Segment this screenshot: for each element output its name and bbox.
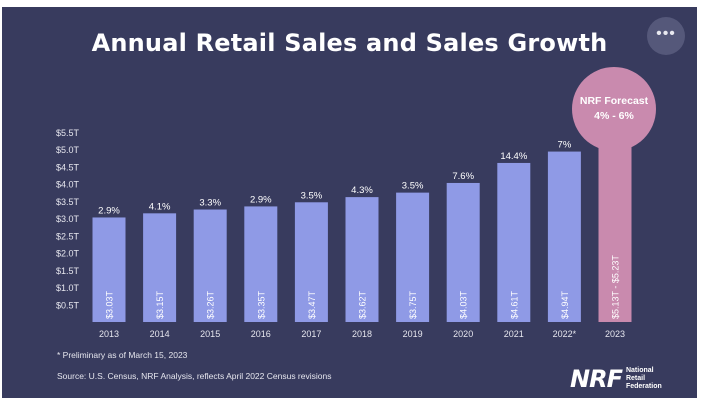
y-tick-label: $5.5T xyxy=(56,128,80,138)
bar xyxy=(143,213,177,322)
x-tick-label: 2015 xyxy=(200,329,220,339)
bar xyxy=(345,197,379,322)
growth-label: 4.3% xyxy=(351,185,373,196)
y-tick-label: $1.5T xyxy=(56,266,80,276)
y-tick-label: $1.0T xyxy=(56,283,80,293)
more-options-icon: ••• xyxy=(656,25,676,42)
x-tick-label: 2018 xyxy=(352,329,372,339)
growth-label: 2.9% xyxy=(98,205,120,216)
x-tick-label: 2021 xyxy=(504,329,524,339)
y-tick-label: $3.5T xyxy=(56,197,80,207)
bar-value-label: $3.26T xyxy=(206,290,216,319)
y-tick-label: $5.0T xyxy=(56,145,80,155)
logo-mark: NRF xyxy=(570,365,623,393)
bar-value-label: $3.03T xyxy=(105,290,115,319)
forecast-bubble: NRF Forecast 4% - 6% xyxy=(572,67,656,151)
bar xyxy=(396,192,430,322)
x-tick-label: 2020 xyxy=(453,329,473,339)
footnote: * Preliminary as of March 15, 2023 xyxy=(57,350,188,360)
bar xyxy=(294,202,328,322)
x-tick-label: 2023 xyxy=(605,329,625,339)
growth-label: 2.9% xyxy=(250,194,272,205)
growth-label: 3.5% xyxy=(301,190,323,201)
x-tick-label: 2019 xyxy=(403,329,423,339)
x-tick-label: 2022* xyxy=(553,329,577,339)
bar-value-label: $3.47T xyxy=(307,290,317,319)
y-tick-label: $4.0T xyxy=(56,180,80,190)
bar-value-label: $3.35T xyxy=(256,290,266,319)
bar xyxy=(598,143,632,322)
bar xyxy=(446,182,480,322)
forecast-bubble-title: NRF Forecast xyxy=(579,95,649,107)
logo-text: National Retail Federation xyxy=(625,367,662,390)
bar xyxy=(547,151,581,322)
bar-value-label: $4.94T xyxy=(560,290,570,319)
bar-value-label: $4.03T xyxy=(459,290,469,319)
y-tick-label: $3.0T xyxy=(56,214,80,224)
y-tick-label: $0.5T xyxy=(56,300,80,310)
x-tick-label: 2016 xyxy=(251,329,271,339)
x-tick-label: 2014 xyxy=(150,329,170,339)
growth-label: 3.3% xyxy=(199,198,221,209)
y-tick-label: $2.0T xyxy=(56,249,80,259)
growth-label: 3.5% xyxy=(402,181,424,192)
growth-label: 4.1% xyxy=(149,201,171,212)
bar xyxy=(244,206,278,322)
bar-value-label: $3.75T xyxy=(408,290,418,319)
y-tick-label: $4.5T xyxy=(56,162,80,172)
source-note: Source: U.S. Census, NRF Analysis, refle… xyxy=(57,371,332,381)
bar-value-label: $4.61T xyxy=(509,290,519,319)
bar xyxy=(92,217,126,322)
growth-label: 7% xyxy=(558,140,572,151)
y-tick-label: $2.5T xyxy=(56,231,80,241)
x-tick-label: 2013 xyxy=(99,329,119,339)
bar-value-label: $3.15T xyxy=(155,290,165,319)
bar xyxy=(497,162,531,322)
bar-value-label: $5.13T - $5.23T xyxy=(611,255,621,319)
chart-title: Annual Retail Sales and Sales Growth xyxy=(91,29,608,57)
more-options-button[interactable]: ••• xyxy=(647,17,685,55)
bar-chart: $0.5T $1.0T $1.5T $2.0T $2.5T $3.0T $3.5T $4.0T… xyxy=(56,128,632,339)
forecast-bubble-range: 4% - 6% xyxy=(594,110,634,122)
nrf-logo: NRF National Retail Federation xyxy=(570,365,662,393)
x-axis: 2013 2014 2015 2016 2017 2018 2019 2020 2021 2022… xyxy=(99,329,625,339)
x-tick-label: 2017 xyxy=(301,329,321,339)
growth-label: 7.6% xyxy=(452,171,474,182)
bar-value-label: $3.62T xyxy=(358,290,368,319)
slide: Annual Retail Sales and Sales Growth •••… xyxy=(2,7,697,398)
bar xyxy=(193,209,227,322)
y-axis: $0.5T $1.0T $1.5T $2.0T $2.5T $3.0T $3.5T $4.0T… xyxy=(56,128,80,311)
bars: 2.9% $3.03T 4.1% $3.15T 3.3% $3.26T 2.9% $3.35T… xyxy=(92,140,632,322)
growth-label: 14.4% xyxy=(500,151,527,162)
